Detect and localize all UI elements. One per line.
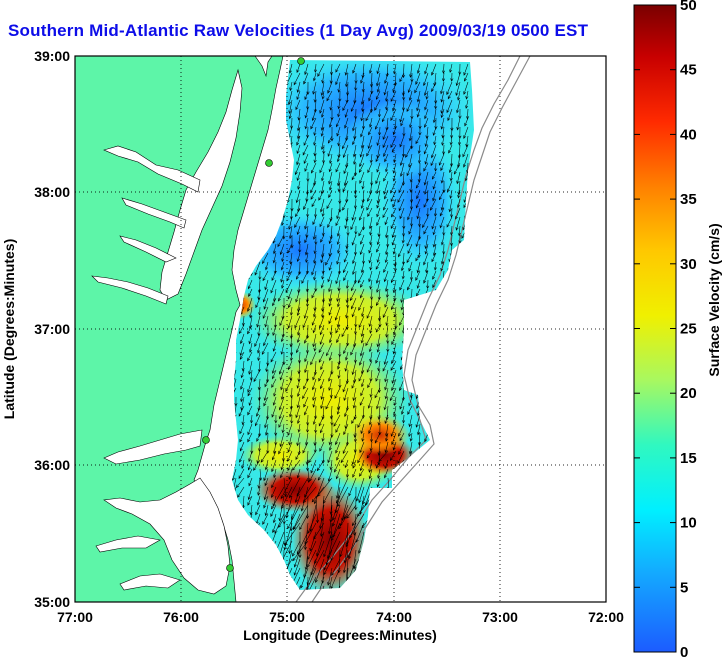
radar-station-marker	[297, 57, 305, 65]
map-plot-area	[75, 56, 606, 602]
radar-station-marker	[226, 564, 234, 572]
map-title: Southern Mid-Atlantic Raw Velocities (1 …	[8, 21, 589, 40]
x-tick-label: 74:00	[376, 609, 412, 625]
y-tick-label: 38:00	[34, 184, 70, 200]
map-frame	[74, 55, 607, 603]
colorbar-scale	[633, 4, 677, 653]
colorbar-label: Surface Velocity (cm/s)	[706, 223, 722, 376]
neuse-river	[119, 573, 181, 591]
colorbar: 50 45 40 35 30 25 20 15 10 5 0 Surface V…	[633, 0, 722, 659]
james-river	[91, 275, 169, 305]
colorbar-tick-label: 25	[680, 321, 697, 338]
y-axis-label: Latitude (Degrees:Minutes)	[1, 239, 17, 419]
bathymetry-contours	[295, 56, 531, 602]
y-tick-label: 36:00	[34, 457, 70, 473]
y-tick-label: 39:00	[34, 48, 70, 64]
y-tick-label: 37:00	[34, 321, 70, 337]
colorbar-tick-label: 50	[680, 0, 697, 14]
colorbar-tick-label: 20	[680, 385, 697, 402]
pamlico-river	[95, 535, 161, 553]
colorbar-tick-label: 15	[680, 450, 697, 467]
colorbar-tick-label: 35	[680, 191, 697, 208]
colorbar-tick-label: 5	[680, 579, 688, 596]
delaware-bay	[254, 56, 273, 78]
albemarle-sound	[103, 429, 203, 465]
y-tick-label: 35:00	[34, 594, 70, 610]
pamlico-sound	[103, 477, 231, 595]
x-tick-label: 73:00	[482, 609, 518, 625]
rappahannock-river	[121, 197, 187, 229]
york-river	[119, 235, 177, 263]
radar-station-marker	[202, 436, 210, 444]
y-axis-ticks: 39:00 38:00 37:00 36:00 35:00	[34, 48, 70, 610]
x-tick-label: 72:00	[588, 609, 624, 625]
radar-stations	[202, 57, 305, 572]
x-tick-label: 76:00	[163, 609, 199, 625]
x-tick-label: 75:00	[269, 609, 305, 625]
potomac-river	[103, 145, 201, 193]
colorbar-tick-label: 40	[680, 126, 697, 143]
x-axis-label: Longitude (Degrees:Minutes)	[243, 627, 437, 643]
colorbar-tick-label: 0	[680, 644, 688, 659]
colorbar-tick-label: 45	[680, 62, 697, 79]
colorbar-tick-label: 30	[680, 256, 697, 273]
map-grid	[75, 56, 606, 602]
x-tick-label: 77:00	[57, 609, 93, 625]
x-axis-ticks: 77:00 76:00 75:00 74:00 73:00 72:00	[57, 609, 624, 625]
radar-station-marker	[265, 159, 273, 167]
colorbar-tick-label: 10	[680, 515, 697, 532]
